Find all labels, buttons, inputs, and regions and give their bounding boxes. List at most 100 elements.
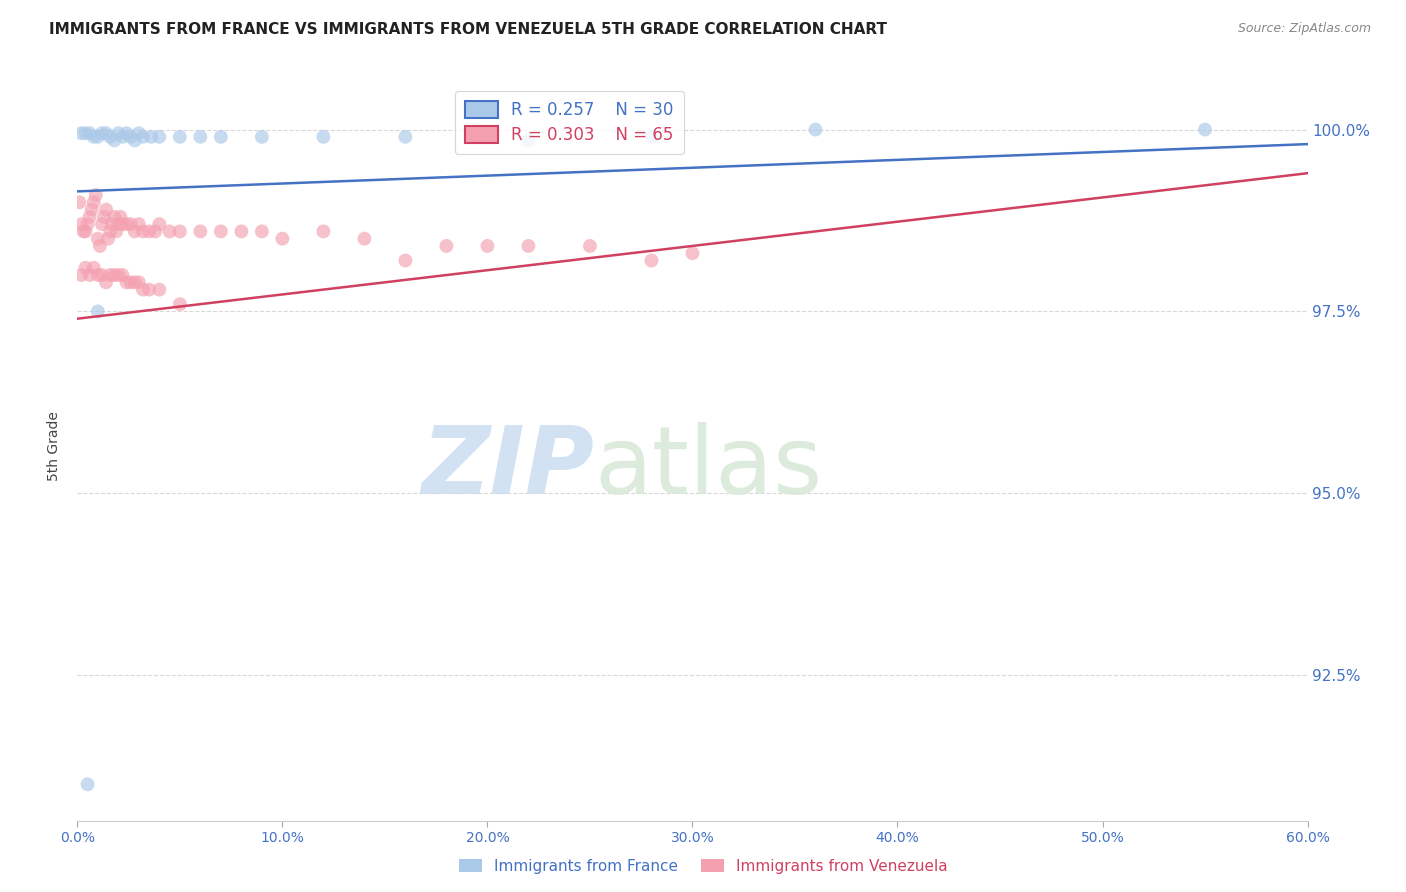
Point (148, 283, 170, 297)
Point (75, 260, 97, 275)
Point (84, 188, 107, 202)
Point (436, 239, 458, 253)
Point (67, 195, 90, 210)
Point (120, 276, 142, 290)
Point (101, 217, 124, 231)
Point (517, 239, 540, 253)
Point (107, 268, 129, 282)
Point (90, 126, 114, 140)
Point (138, 224, 160, 238)
Point (80, 202, 103, 217)
Point (94, 276, 117, 290)
Point (579, 239, 602, 253)
Point (87, 304, 110, 318)
Point (231, 224, 253, 238)
Point (98, 129, 121, 144)
Point (70, 217, 93, 231)
Point (98, 268, 121, 282)
Point (72, 224, 94, 238)
Point (93, 210, 115, 224)
Point (148, 217, 170, 231)
Point (75, 224, 97, 238)
Point (477, 239, 499, 253)
Point (83, 260, 105, 275)
Point (94, 202, 117, 217)
Point (517, 133, 540, 147)
Point (107, 126, 129, 140)
Point (83, 129, 105, 144)
Point (83, 195, 105, 210)
Point (132, 224, 155, 238)
Point (89, 239, 111, 253)
Point (70, 126, 93, 140)
Point (87, 129, 110, 144)
Point (75, 126, 97, 140)
Point (97, 232, 120, 246)
Point (120, 217, 142, 231)
Point (209, 224, 232, 238)
Point (804, 122, 827, 136)
Point (94, 126, 117, 140)
Point (111, 268, 134, 282)
Point (124, 276, 146, 290)
Point (107, 217, 129, 231)
Point (79, 268, 101, 282)
Point (141, 129, 163, 144)
Legend: R = 0.257    N = 30, R = 0.303    N = 65: R = 0.257 N = 30, R = 0.303 N = 65 (454, 91, 683, 154)
Point (76, 777, 98, 791)
Point (79, 210, 101, 224)
Point (76, 217, 98, 231)
Point (138, 283, 160, 297)
Point (128, 217, 150, 231)
Point (87, 232, 110, 246)
Point (90, 217, 114, 231)
Point (98, 224, 121, 238)
Point (640, 253, 662, 268)
Point (115, 126, 138, 140)
Point (79, 126, 101, 140)
Point (394, 253, 416, 268)
Point (103, 210, 125, 224)
Point (103, 268, 125, 282)
Point (209, 129, 232, 144)
Point (271, 232, 294, 246)
Point (188, 224, 212, 238)
Point (394, 129, 416, 144)
Point (132, 129, 155, 144)
Point (90, 268, 114, 282)
Point (312, 224, 335, 238)
Text: atlas: atlas (595, 423, 823, 515)
Point (169, 297, 191, 311)
Point (143, 224, 166, 238)
Point (312, 129, 335, 144)
Point (124, 133, 146, 147)
Point (169, 224, 191, 238)
Point (250, 129, 273, 144)
Point (188, 129, 212, 144)
Point (682, 246, 704, 260)
Point (110, 210, 132, 224)
Point (120, 129, 142, 144)
Text: ZIP: ZIP (422, 423, 595, 515)
Point (70, 268, 93, 282)
Point (87, 268, 110, 282)
Y-axis label: 5th Grade: 5th Grade (48, 411, 62, 481)
Text: IMMIGRANTS FROM FRANCE VS IMMIGRANTS FROM VENEZUELA 5TH GRADE CORRELATION CHART: IMMIGRANTS FROM FRANCE VS IMMIGRANTS FRO… (49, 22, 887, 37)
Point (128, 276, 150, 290)
Point (103, 133, 125, 147)
Text: Source: ZipAtlas.com: Source: ZipAtlas.com (1237, 22, 1371, 36)
Point (640, 129, 662, 144)
Point (148, 129, 170, 144)
Point (169, 129, 191, 144)
Point (250, 224, 273, 238)
Point (124, 224, 146, 238)
Point (105, 224, 128, 238)
Point (115, 217, 138, 231)
Point (111, 129, 134, 144)
Point (1194, 122, 1216, 136)
Point (159, 224, 181, 238)
Point (132, 283, 155, 297)
Point (353, 232, 375, 246)
Point (128, 126, 150, 140)
Point (115, 276, 138, 290)
